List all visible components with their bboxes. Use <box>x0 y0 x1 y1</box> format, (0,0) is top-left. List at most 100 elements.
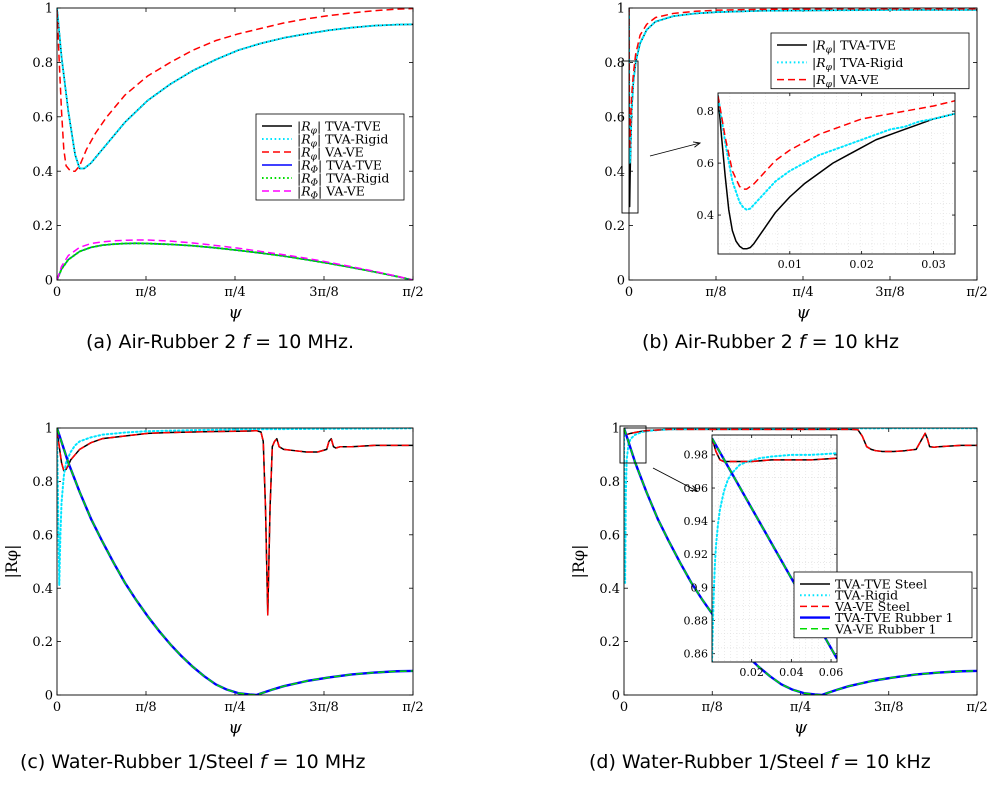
inset-x-tick-label: 0.03 <box>921 258 946 271</box>
y-axis-label: |Rφ| <box>2 544 21 578</box>
series-line-3 <box>57 429 413 616</box>
y-tick-label: 0.2 <box>32 219 53 234</box>
y-tick-label: 1 <box>45 422 53 437</box>
zoom-region-box <box>621 60 639 214</box>
y-tick-label: 1 <box>612 422 620 437</box>
inset-axes: 0.01 0.02 0.03 0.4 0.6 0.8 <box>697 92 956 271</box>
inset-y-tick-label: 0.6 <box>697 157 715 170</box>
x-tick-label: π/4 <box>792 285 813 300</box>
caption-d-variable: f <box>830 751 838 773</box>
y-tick-label: 0 <box>45 689 53 704</box>
y-tick-label: 0.4 <box>32 582 53 597</box>
zoom-arrow <box>649 142 701 157</box>
zoom-arrow <box>652 467 698 492</box>
inset-y-tick-label: 0.88 <box>684 614 709 627</box>
inset-x-tick-label: 0.01 <box>778 258 803 271</box>
series-line-5 <box>624 428 977 695</box>
x-axis-label: ψ <box>796 303 810 323</box>
inset-x-tick-label: 0.02 <box>739 666 764 679</box>
x-tick-label: π/2 <box>402 285 423 300</box>
caption-d-prefix: (d) Water-Rubber 1/Steel <box>589 751 831 773</box>
x-tick-label: 0 <box>53 700 61 715</box>
y-tick-label: 0.6 <box>32 110 53 125</box>
legend-entry-2: TVA-Rigid <box>835 588 898 603</box>
y-tick-label: 0.6 <box>599 528 620 543</box>
legend-entry-5: VA-VE Rubber 1 <box>834 621 936 636</box>
x-axis-label: ψ <box>228 303 242 323</box>
x-tick-label: 0 <box>620 700 628 715</box>
y-tick-label: 0.8 <box>32 475 53 490</box>
inset-x-tick-label: 0.06 <box>819 666 844 679</box>
series-line-5 <box>57 242 413 280</box>
inset-x-tick-label: 0.02 <box>849 258 874 271</box>
series-line-2 <box>57 8 413 170</box>
legend-entry-1: TVA-TVE Steel <box>835 577 927 592</box>
y-axis-label: |Rφ| <box>569 544 588 578</box>
caption-a-value: = 10 MHz. <box>249 331 355 353</box>
y-tick-label: 1 <box>617 2 625 17</box>
x-tick-label: π/4 <box>224 700 245 715</box>
zoom-arrow-head <box>689 485 699 492</box>
series-line-6 <box>57 239 413 280</box>
inset-y-tick-label: 0.9 <box>691 581 709 594</box>
inset-frame <box>711 434 838 663</box>
legend-entry-1: |Rφ| TVA-TVE <box>297 119 381 137</box>
y-tick-label: 1 <box>45 2 53 17</box>
inset-frame <box>717 92 956 255</box>
x-tick-label: π/8 <box>135 700 156 715</box>
legend: |Rφ| TVA-TVE|Rφ| TVA-Rigid|Rφ| VA-VE|RΦ|… <box>255 113 405 202</box>
y-tick-label: 0.6 <box>604 110 625 125</box>
series-line-2 <box>624 428 977 584</box>
x-tick-label: 0 <box>53 285 61 300</box>
zoom-region-box <box>619 425 647 464</box>
inset-y-tick-label: 0.8 <box>697 105 715 118</box>
legend: |Rφ| TVA-TVE|Rφ| TVA-Rigid|Rφ| VA-VE <box>770 32 970 90</box>
x-axis-label: ψ <box>228 718 242 738</box>
inset-x-tick-label: 0.04 <box>779 666 804 679</box>
x-tick-label: 3π/8 <box>875 285 904 300</box>
caption-a-variable: f <box>242 331 250 353</box>
axes-frame <box>56 427 414 696</box>
inset-y-tick-label: 0.92 <box>684 548 709 561</box>
inset-y-tick-label: 0.96 <box>684 482 709 495</box>
legend-entry-2: |Rφ| TVA-Rigid <box>297 132 388 150</box>
inset-y-tick-label: 0.94 <box>684 515 709 528</box>
plot-area <box>57 428 413 695</box>
caption-c-variable: f <box>259 751 267 773</box>
x-tick-label: 3π/8 <box>874 700 903 715</box>
inset-series-line-2 <box>718 94 955 211</box>
x-axis-label: ψ <box>794 718 808 738</box>
series-line-3 <box>629 8 977 151</box>
y-tick-label: 0 <box>45 274 53 289</box>
inset-series-line-1 <box>718 95 955 250</box>
caption-a: (a) Air-Rubber 2 f = 10 MHz. <box>86 331 354 353</box>
x-tick-label: π/4 <box>790 700 811 715</box>
x-tick-label: π/8 <box>135 285 156 300</box>
legend-entry-4: |RΦ| TVA-TVE <box>297 158 382 176</box>
y-tick-label: 0.2 <box>604 219 625 234</box>
y-tick-label: 0.2 <box>599 635 620 650</box>
axes-frame <box>623 427 978 696</box>
legend-box <box>793 571 973 639</box>
caption-b: (b) Air-Rubber 2 f = 10 kHz <box>642 331 899 353</box>
series-line-5 <box>57 428 413 695</box>
series-line-3 <box>624 428 977 453</box>
y-tick-label: 0 <box>617 274 625 289</box>
y-tick-label: 0.8 <box>32 56 53 71</box>
legend-entry-5: |RΦ| TVA-Rigid <box>297 171 389 189</box>
legend-entry-3: |Rφ| VA-VE <box>297 145 364 163</box>
series-line-3 <box>57 8 413 172</box>
x-tick-label: π/2 <box>966 285 987 300</box>
inset-y-tick-label: 0.4 <box>697 209 715 222</box>
inset-y-tick-label: 0.98 <box>684 449 709 462</box>
caption-b-prefix: (b) Air-Rubber 2 <box>642 331 799 353</box>
x-tick-label: π/2 <box>402 700 423 715</box>
x-tick-label: π/8 <box>702 700 723 715</box>
legend-entry-3: VA-VE Steel <box>834 599 910 614</box>
y-tick-label: 0.8 <box>599 475 620 490</box>
y-tick-label: 0.2 <box>32 635 53 650</box>
y-tick-label: 0.4 <box>599 582 620 597</box>
